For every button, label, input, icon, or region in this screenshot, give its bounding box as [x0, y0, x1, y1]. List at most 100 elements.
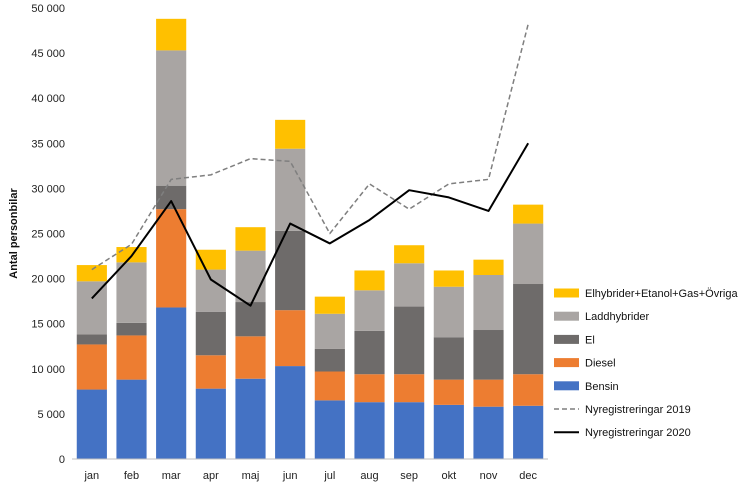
bar-segment	[433, 404, 464, 459]
bar-segment	[394, 374, 425, 403]
series-line	[91, 24, 529, 271]
series-line	[91, 142, 530, 307]
bar-segment	[116, 322, 147, 336]
legend-label: Nyregistreringar 2020	[585, 427, 691, 439]
bar-segment	[394, 263, 425, 307]
bar-segment	[116, 379, 147, 459]
bar-segment	[394, 306, 425, 375]
legend-swatch	[554, 381, 579, 391]
bar-segment	[473, 259, 504, 275]
bar-segment	[76, 281, 107, 335]
x-tick-label: sep	[400, 470, 418, 482]
legend-item: Diesel	[554, 358, 616, 370]
bar-segment	[354, 290, 385, 331]
x-tick-label: jan	[83, 470, 99, 482]
x-tick-label: aug	[360, 470, 378, 482]
bar-segment	[76, 344, 107, 390]
y-axis-label: Antal personbilar	[8, 188, 20, 279]
bar-segment	[473, 274, 504, 331]
bar-segment	[513, 405, 544, 459]
bar-segment	[354, 270, 385, 291]
x-tick-label: maj	[242, 470, 260, 482]
bar-segment	[195, 355, 226, 389]
bar-segment	[235, 336, 266, 379]
legend-label: Diesel	[585, 358, 616, 370]
trend-lines	[91, 24, 530, 307]
bar-segment	[76, 334, 107, 345]
legend-item: Laddhybrider	[554, 311, 650, 323]
bar-segment	[156, 307, 187, 459]
x-tick-label: jun	[282, 470, 298, 482]
y-tick-label: 5 000	[37, 409, 65, 421]
bar-segment	[275, 230, 306, 311]
bar-segment	[433, 286, 464, 338]
y-axis: 0 5 000 10 000 15 000 20 000 25 000 30 000 35 0…	[31, 3, 65, 466]
bar-segment	[433, 337, 464, 380]
y-tick-label: 40 000	[31, 93, 65, 105]
bar-segment	[235, 227, 266, 251]
bar-segment	[76, 265, 107, 282]
y-tick-label: 20 000	[31, 274, 65, 286]
x-tick-label: dec	[519, 470, 537, 482]
legend-swatch	[554, 311, 579, 321]
legend-item: El	[554, 334, 595, 346]
bar-segment	[116, 335, 147, 380]
bars	[76, 18, 544, 459]
x-tick-label: apr	[203, 470, 219, 482]
bar-segment	[275, 148, 306, 231]
bar-segment	[473, 330, 504, 380]
legend-label: Nyregistreringar 2019	[585, 404, 691, 416]
bar-segment	[275, 366, 306, 459]
legend-item: Elhybrider+Etanol+Gas+Övriga	[554, 288, 738, 300]
bar-segment	[394, 402, 425, 459]
bar-segment	[314, 371, 345, 401]
legend-item: Nyregistreringar 2020	[554, 427, 691, 439]
bar-segment	[314, 296, 345, 314]
legend-swatch	[554, 358, 579, 368]
bar-segment	[235, 378, 266, 459]
legend-label: Elhybrider+Etanol+Gas+Övriga	[585, 288, 738, 300]
y-tick-label: 50 000	[31, 3, 65, 15]
bar-segment	[275, 119, 306, 149]
y-tick-label: 30 000	[31, 183, 65, 195]
legend: Elhybrider+Etanol+Gas+Övriga Laddhybrider…	[554, 288, 738, 439]
bar-segment	[314, 400, 345, 459]
bar-segment	[513, 223, 544, 285]
y-tick-label: 25 000	[31, 229, 65, 241]
legend-label: El	[585, 334, 595, 346]
legend-item: Bensin	[554, 381, 619, 393]
x-axis: jan feb mar apr maj jun jul aug sep okt nov dec	[83, 470, 537, 482]
bar-segment	[354, 330, 385, 375]
legend-label: Bensin	[585, 381, 619, 393]
bar-segment	[513, 204, 544, 224]
bar-segment	[433, 379, 464, 405]
bar-segment	[433, 270, 464, 287]
bar-segment	[116, 262, 147, 323]
bar-segment	[195, 269, 226, 312]
x-tick-label: feb	[124, 470, 139, 482]
bar-segment	[156, 18, 187, 51]
legend-swatch	[554, 334, 579, 344]
y-tick-label: 35 000	[31, 138, 65, 150]
y-tick-label: 15 000	[31, 319, 65, 331]
bar-segment	[314, 348, 345, 372]
legend-label: Laddhybrider	[585, 311, 650, 323]
bar-segment	[76, 389, 107, 459]
y-tick-label: 45 000	[31, 48, 65, 60]
x-tick-label: okt	[441, 470, 456, 482]
bar-segment	[156, 185, 187, 210]
y-tick-label: 0	[59, 454, 65, 466]
bar-segment	[195, 388, 226, 459]
bar-segment	[354, 402, 385, 459]
bar-segment	[275, 310, 306, 367]
bar-segment	[156, 50, 187, 186]
bar-segment	[156, 209, 187, 308]
x-tick-label: jul	[323, 470, 335, 482]
legend-item: Nyregistreringar 2019	[554, 404, 691, 416]
x-tick-label: nov	[480, 470, 498, 482]
bar-segment	[473, 406, 504, 459]
bar-segment	[473, 379, 504, 407]
bar-segment	[394, 245, 425, 264]
bar-segment	[513, 284, 544, 375]
